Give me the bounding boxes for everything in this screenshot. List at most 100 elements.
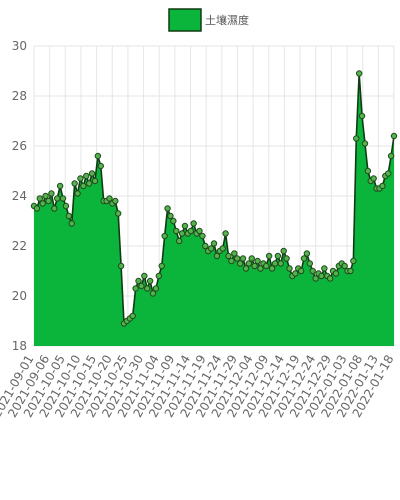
data-point[interactable] [135, 277, 142, 285]
data-point[interactable] [280, 247, 287, 255]
data-point[interactable] [33, 205, 41, 212]
data-point[interactable] [91, 177, 99, 185]
data-point[interactable] [210, 240, 218, 247]
data-point[interactable] [225, 252, 232, 260]
data-point[interactable] [207, 245, 215, 252]
data-point[interactable] [77, 175, 84, 182]
data-point[interactable] [138, 282, 145, 290]
data-point[interactable] [347, 267, 354, 275]
data-point[interactable] [358, 112, 366, 120]
data-point[interactable] [164, 205, 171, 212]
data-point[interactable] [283, 255, 290, 262]
data-point[interactable] [242, 265, 250, 272]
data-point[interactable] [292, 270, 299, 277]
data-point[interactable] [306, 260, 314, 267]
data-point[interactable] [277, 260, 284, 267]
data-point[interactable] [173, 227, 180, 235]
data-point[interactable] [56, 182, 64, 190]
data-point[interactable] [88, 170, 96, 177]
data-point[interactable] [83, 172, 90, 180]
data-point[interactable] [94, 152, 102, 160]
data-point[interactable] [379, 182, 386, 190]
data-point[interactable] [353, 135, 360, 142]
data-point[interactable] [231, 250, 238, 257]
data-point[interactable] [318, 272, 325, 280]
data-point[interactable] [97, 162, 104, 170]
data-point[interactable] [54, 195, 61, 202]
data-point[interactable] [202, 242, 209, 250]
data-point[interactable] [271, 260, 279, 267]
data-point[interactable] [175, 237, 183, 245]
data-point[interactable] [257, 265, 264, 272]
data-point[interactable] [74, 190, 81, 197]
data-point[interactable] [117, 262, 125, 270]
data-point[interactable] [85, 180, 93, 187]
data-point[interactable] [265, 252, 273, 260]
data-point[interactable] [68, 220, 75, 227]
data-point[interactable] [114, 210, 122, 217]
data-point[interactable] [146, 277, 154, 285]
data-point[interactable] [62, 202, 70, 210]
data-point[interactable] [384, 170, 392, 177]
data-point[interactable] [390, 132, 398, 140]
data-point[interactable] [42, 192, 49, 200]
data-point[interactable] [236, 260, 244, 267]
data-point[interactable] [332, 270, 340, 277]
data-point[interactable] [155, 272, 163, 280]
legend[interactable]: 土壤濕度 [168, 8, 249, 32]
data-point[interactable] [300, 255, 308, 262]
data-point[interactable] [297, 267, 305, 275]
data-point[interactable] [167, 212, 174, 220]
data-point[interactable] [51, 205, 58, 212]
data-point[interactable] [65, 212, 73, 220]
data-point[interactable] [251, 262, 258, 270]
data-point[interactable] [309, 267, 316, 275]
data-point[interactable] [248, 255, 255, 262]
data-point[interactable] [228, 257, 235, 265]
data-point[interactable] [48, 190, 55, 197]
data-point[interactable] [80, 182, 87, 190]
data-point[interactable] [245, 260, 253, 267]
data-point[interactable] [312, 275, 319, 282]
data-point[interactable] [36, 195, 44, 202]
data-point[interactable] [286, 265, 293, 272]
data-point[interactable] [178, 230, 186, 237]
data-point[interactable] [45, 197, 52, 205]
data-point[interactable] [59, 195, 67, 202]
data-point[interactable] [321, 265, 328, 272]
data-point[interactable] [158, 262, 165, 270]
data-point[interactable] [161, 232, 168, 240]
data-point[interactable] [112, 197, 119, 205]
data-point[interactable] [213, 252, 221, 260]
data-point[interactable] [71, 180, 78, 187]
data-point[interactable] [387, 152, 395, 160]
data-point[interactable] [129, 312, 136, 320]
data-point[interactable] [234, 255, 241, 262]
data-point[interactable] [268, 265, 276, 272]
data-point[interactable] [263, 262, 270, 270]
data-point[interactable] [152, 285, 160, 292]
data-point[interactable] [364, 167, 372, 175]
data-point[interactable] [254, 257, 261, 265]
data-point[interactable] [239, 255, 247, 262]
data-point[interactable] [274, 252, 282, 260]
data-point[interactable] [341, 262, 348, 270]
data-point[interactable] [106, 195, 113, 202]
data-point[interactable] [144, 285, 151, 292]
data-point[interactable] [361, 140, 369, 147]
data-point[interactable] [39, 200, 46, 207]
data-point[interactable] [222, 230, 229, 237]
data-point[interactable] [132, 285, 139, 292]
data-point[interactable] [303, 250, 311, 257]
data-point[interactable] [199, 232, 206, 240]
data-point[interactable] [141, 272, 148, 280]
data-point[interactable] [187, 227, 194, 235]
data-point[interactable] [370, 175, 377, 182]
data-point[interactable] [350, 257, 357, 265]
data-point[interactable] [196, 227, 203, 235]
data-point[interactable] [170, 217, 177, 225]
data-point[interactable] [149, 290, 157, 297]
data-point[interactable] [181, 222, 189, 230]
data-point[interactable] [190, 220, 197, 227]
data-point[interactable] [355, 70, 363, 77]
